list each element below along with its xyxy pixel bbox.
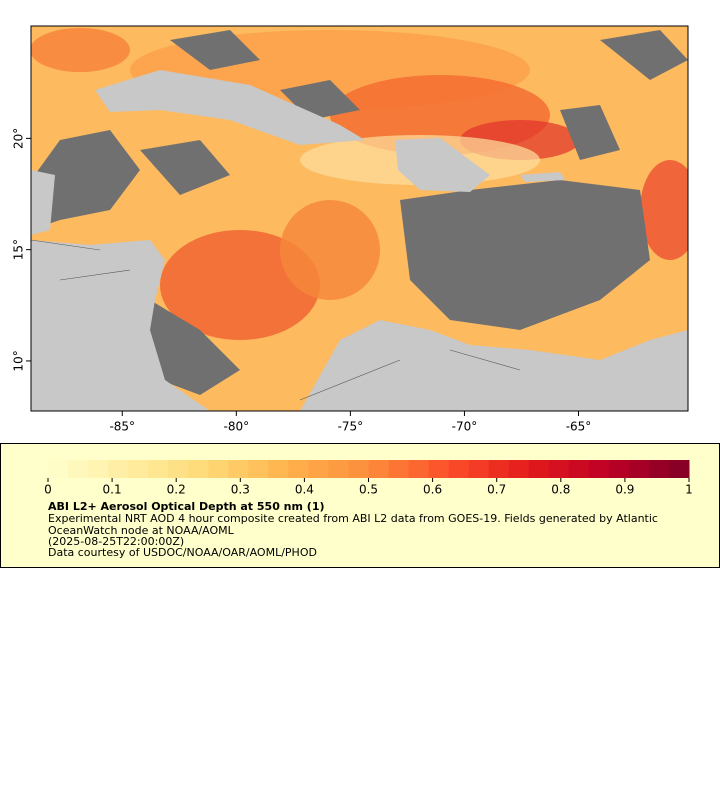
colorbar-band	[268, 460, 289, 478]
colorbar-tick-label: 0.7	[487, 483, 506, 497]
x-tick-label: -65°	[566, 420, 592, 434]
colorbar-band	[228, 460, 249, 478]
colorbar-band	[528, 460, 550, 478]
colorbar-band	[548, 460, 570, 478]
colorbar-band	[588, 460, 610, 478]
colorbar-tick-label: 0	[44, 483, 52, 497]
map-frame	[30, 25, 689, 412]
colorbar-band	[668, 460, 690, 478]
colorbar-band	[168, 460, 189, 478]
colorbar-tick-label: 0.5	[359, 483, 378, 497]
legend-title: ABI L2+ Aerosol Optical Depth at 550 nm …	[48, 500, 325, 513]
legend-box: 0 0.1 0.2 0.3 0.4 0.5 0.6 0.7 0.8 0.9 1 ABI L2+ Ae…	[0, 443, 720, 568]
colorbar-band	[128, 460, 149, 478]
colorbar-band	[48, 460, 69, 478]
colorbar-band	[68, 460, 89, 478]
colorbar-band	[208, 460, 229, 478]
colorbar-tick-label: 0.4	[295, 483, 314, 497]
colorbar-band	[108, 460, 129, 478]
colorbar-tick-label: 1	[685, 483, 693, 497]
legend-description: Experimental NRT AOD 4 hour composite cr…	[48, 512, 658, 537]
colorbar-band	[648, 460, 670, 478]
x-tick-label: -75°	[338, 420, 364, 434]
colorbar-band	[448, 460, 470, 478]
colorbar-tick-label: 0.3	[231, 483, 250, 497]
legend-credit: Data courtesy of USDOC/NOAA/OAR/AOML/PHO…	[48, 546, 317, 559]
colorbar-band	[628, 460, 650, 478]
colorbar-band	[308, 460, 329, 478]
colorbar-band	[348, 460, 369, 478]
y-tick-label: 15°	[12, 239, 26, 260]
colorbar-band	[248, 460, 269, 478]
colorbar-band	[288, 460, 309, 478]
map: -85° -80° -75° -70° -65° 10° 15° 20°	[12, 25, 689, 434]
colorbar-band	[468, 460, 490, 478]
colorbar-band	[368, 460, 390, 478]
x-tick-label: -85°	[109, 420, 135, 434]
colorbar: 0 0.1 0.2 0.3 0.4 0.5 0.6 0.7 0.8 0.9 1	[44, 460, 693, 497]
map-image	[31, 26, 688, 411]
colorbar-band	[408, 460, 430, 478]
y-tick-label: 10°	[12, 350, 26, 371]
colorbar-band	[508, 460, 530, 478]
colorbar-band	[148, 460, 169, 478]
colorbar-band	[388, 460, 410, 478]
colorbar-band	[188, 460, 209, 478]
legend-time: (2025-08-25T22:00:00Z)	[48, 535, 185, 548]
x-tick-label: -80°	[224, 420, 250, 434]
colorbar-band	[568, 460, 590, 478]
x-tick-label: -70°	[452, 420, 478, 434]
colorbar-tick-label: 0.9	[615, 483, 634, 497]
colorbar-band	[428, 460, 450, 478]
colorbar-tick-label: 0.8	[551, 483, 570, 497]
colorbar-tick-label: 0.2	[167, 483, 186, 497]
colorbar-band	[88, 460, 109, 478]
colorbar-band	[488, 460, 510, 478]
colorbar-tick-label: 0.1	[103, 483, 122, 497]
colorbar-band	[608, 460, 630, 478]
colorbar-band	[328, 460, 349, 478]
colorbar-tick-label: 0.6	[423, 483, 442, 497]
y-tick-label: 20°	[12, 128, 26, 149]
